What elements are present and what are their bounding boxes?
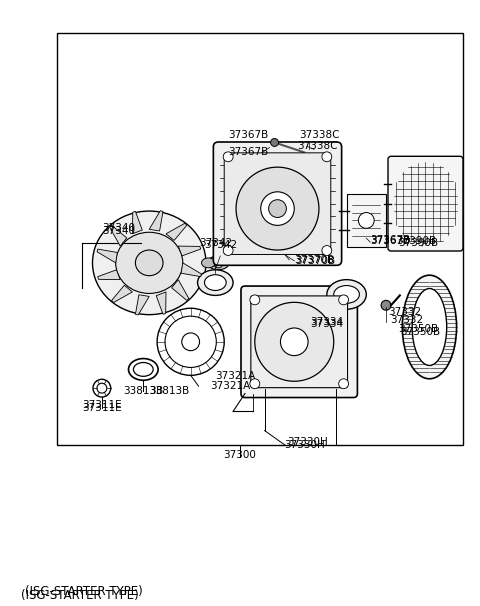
Polygon shape <box>109 225 127 246</box>
Text: (ISG-STARTER TYPE): (ISG-STARTER TYPE) <box>21 590 139 602</box>
Polygon shape <box>178 246 201 256</box>
Ellipse shape <box>402 275 456 379</box>
Text: 37350B: 37350B <box>398 324 438 334</box>
Ellipse shape <box>204 275 226 290</box>
Circle shape <box>280 328 308 356</box>
Text: 37330H: 37330H <box>287 438 327 447</box>
Circle shape <box>269 200 287 218</box>
Text: 37300: 37300 <box>224 450 256 460</box>
Circle shape <box>261 192 294 225</box>
Circle shape <box>223 152 233 162</box>
Ellipse shape <box>116 232 183 293</box>
Text: 37338C: 37338C <box>297 141 337 152</box>
Text: 37340: 37340 <box>102 223 135 233</box>
Ellipse shape <box>207 256 229 270</box>
Text: 37367B: 37367B <box>228 130 268 139</box>
Circle shape <box>381 301 391 310</box>
Text: 37350B: 37350B <box>400 327 440 337</box>
Text: 37370B: 37370B <box>294 255 335 265</box>
Ellipse shape <box>334 285 360 304</box>
FancyBboxPatch shape <box>347 194 386 247</box>
Polygon shape <box>111 285 132 302</box>
FancyBboxPatch shape <box>251 296 348 388</box>
Text: 37311E: 37311E <box>82 400 121 410</box>
Ellipse shape <box>93 211 206 315</box>
Circle shape <box>322 245 332 256</box>
Text: 37338C: 37338C <box>299 130 339 139</box>
Text: 37332: 37332 <box>390 315 423 325</box>
Circle shape <box>339 295 348 305</box>
Text: 37311E: 37311E <box>82 403 121 413</box>
Polygon shape <box>149 211 163 231</box>
Text: 37321A: 37321A <box>216 371 255 381</box>
Text: 37370B: 37370B <box>295 256 336 266</box>
Text: 37334: 37334 <box>311 319 344 329</box>
Text: 37367B: 37367B <box>228 147 268 158</box>
Polygon shape <box>172 279 189 301</box>
Text: 37330H: 37330H <box>284 441 324 450</box>
Text: 37390B: 37390B <box>398 238 438 248</box>
Polygon shape <box>166 223 187 241</box>
FancyBboxPatch shape <box>213 142 342 265</box>
Text: (ISG-STARTER TYPE): (ISG-STARTER TYPE) <box>25 585 143 599</box>
Ellipse shape <box>327 279 366 309</box>
Text: 37390B: 37390B <box>396 236 436 246</box>
Ellipse shape <box>135 250 163 276</box>
Polygon shape <box>97 249 117 263</box>
FancyBboxPatch shape <box>224 153 331 255</box>
Polygon shape <box>156 292 166 315</box>
Ellipse shape <box>202 258 216 268</box>
Ellipse shape <box>198 270 233 295</box>
FancyBboxPatch shape <box>388 156 463 251</box>
Text: 37367B: 37367B <box>370 235 410 245</box>
Polygon shape <box>98 270 120 279</box>
Polygon shape <box>132 211 142 234</box>
Circle shape <box>250 379 260 388</box>
Text: 33813B: 33813B <box>149 386 190 396</box>
Text: 37334: 37334 <box>311 317 344 327</box>
Circle shape <box>359 213 374 228</box>
Circle shape <box>322 152 332 162</box>
Text: 37332: 37332 <box>388 307 421 317</box>
FancyBboxPatch shape <box>241 286 358 398</box>
Text: 37342: 37342 <box>199 238 232 248</box>
Text: 37342: 37342 <box>204 240 237 250</box>
Polygon shape <box>181 263 201 277</box>
Ellipse shape <box>412 288 447 365</box>
Text: 37321A: 37321A <box>210 381 251 391</box>
Circle shape <box>213 258 223 268</box>
Circle shape <box>236 167 319 250</box>
Text: 33813B: 33813B <box>123 386 163 396</box>
Polygon shape <box>135 295 149 315</box>
Circle shape <box>255 302 334 381</box>
Text: 37367B: 37367B <box>370 236 410 246</box>
Circle shape <box>250 295 260 305</box>
Circle shape <box>271 139 278 147</box>
Circle shape <box>339 379 348 388</box>
Bar <box>58 33 463 445</box>
Text: 37340: 37340 <box>102 226 135 236</box>
Circle shape <box>223 245 233 256</box>
